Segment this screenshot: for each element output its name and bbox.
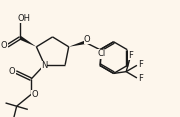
Text: F: F — [128, 51, 133, 60]
Text: O: O — [1, 41, 7, 50]
Polygon shape — [19, 36, 36, 47]
Text: O: O — [31, 90, 38, 99]
Text: Cl: Cl — [97, 49, 105, 58]
Text: OH: OH — [17, 14, 30, 23]
Text: O: O — [9, 67, 15, 76]
Polygon shape — [69, 41, 86, 47]
Text: F: F — [138, 74, 143, 83]
Text: F: F — [138, 60, 143, 69]
Text: O: O — [84, 35, 90, 44]
Text: N: N — [41, 61, 47, 70]
